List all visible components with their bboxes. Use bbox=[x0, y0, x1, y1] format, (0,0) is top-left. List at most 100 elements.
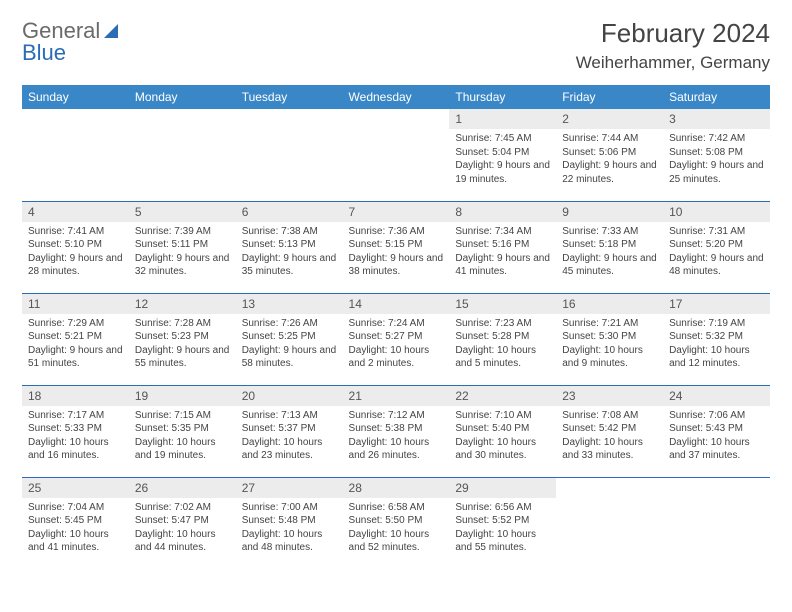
day-number: 16 bbox=[556, 294, 663, 314]
calendar-cell: 23Sunrise: 7:08 AMSunset: 5:42 PMDayligh… bbox=[556, 385, 663, 477]
day-number: 18 bbox=[22, 386, 129, 406]
day-content: Sunrise: 7:33 AMSunset: 5:18 PMDaylight:… bbox=[556, 222, 663, 285]
calendar-cell: 26Sunrise: 7:02 AMSunset: 5:47 PMDayligh… bbox=[129, 477, 236, 569]
day-number: 7 bbox=[343, 202, 450, 222]
day-content: Sunrise: 7:00 AMSunset: 5:48 PMDaylight:… bbox=[236, 498, 343, 561]
day-content: Sunrise: 7:45 AMSunset: 5:04 PMDaylight:… bbox=[449, 129, 556, 192]
day-number: 22 bbox=[449, 386, 556, 406]
day-content: Sunrise: 7:12 AMSunset: 5:38 PMDaylight:… bbox=[343, 406, 450, 469]
calendar-cell-empty bbox=[22, 109, 129, 201]
calendar-row: 25Sunrise: 7:04 AMSunset: 5:45 PMDayligh… bbox=[22, 477, 770, 569]
calendar-cell: 10Sunrise: 7:31 AMSunset: 5:20 PMDayligh… bbox=[663, 201, 770, 293]
day-number: 1 bbox=[449, 109, 556, 129]
day-content: Sunrise: 7:13 AMSunset: 5:37 PMDaylight:… bbox=[236, 406, 343, 469]
calendar-row: 18Sunrise: 7:17 AMSunset: 5:33 PMDayligh… bbox=[22, 385, 770, 477]
day-number: 5 bbox=[129, 202, 236, 222]
calendar-cell: 13Sunrise: 7:26 AMSunset: 5:25 PMDayligh… bbox=[236, 293, 343, 385]
page-title: February 2024 bbox=[576, 18, 770, 49]
day-number: 6 bbox=[236, 202, 343, 222]
calendar-cell: 24Sunrise: 7:06 AMSunset: 5:43 PMDayligh… bbox=[663, 385, 770, 477]
calendar-cell: 14Sunrise: 7:24 AMSunset: 5:27 PMDayligh… bbox=[343, 293, 450, 385]
day-content: Sunrise: 7:06 AMSunset: 5:43 PMDaylight:… bbox=[663, 406, 770, 469]
day-content: Sunrise: 7:31 AMSunset: 5:20 PMDaylight:… bbox=[663, 222, 770, 285]
day-number: 10 bbox=[663, 202, 770, 222]
day-number: 17 bbox=[663, 294, 770, 314]
calendar-cell: 4Sunrise: 7:41 AMSunset: 5:10 PMDaylight… bbox=[22, 201, 129, 293]
day-number: 25 bbox=[22, 478, 129, 498]
calendar-row: 11Sunrise: 7:29 AMSunset: 5:21 PMDayligh… bbox=[22, 293, 770, 385]
calendar-cell: 29Sunrise: 6:56 AMSunset: 5:52 PMDayligh… bbox=[449, 477, 556, 569]
calendar-cell-empty bbox=[129, 109, 236, 201]
day-content: Sunrise: 7:19 AMSunset: 5:32 PMDaylight:… bbox=[663, 314, 770, 377]
logo-sail-icon bbox=[104, 24, 118, 38]
calendar-cell: 15Sunrise: 7:23 AMSunset: 5:28 PMDayligh… bbox=[449, 293, 556, 385]
calendar-cell-empty bbox=[663, 477, 770, 569]
day-content: Sunrise: 7:23 AMSunset: 5:28 PMDaylight:… bbox=[449, 314, 556, 377]
header: General Blue February 2024 Weiherhammer,… bbox=[22, 18, 770, 73]
calendar-cell: 8Sunrise: 7:34 AMSunset: 5:16 PMDaylight… bbox=[449, 201, 556, 293]
day-content: Sunrise: 7:04 AMSunset: 5:45 PMDaylight:… bbox=[22, 498, 129, 561]
day-content: Sunrise: 7:41 AMSunset: 5:10 PMDaylight:… bbox=[22, 222, 129, 285]
day-content: Sunrise: 7:21 AMSunset: 5:30 PMDaylight:… bbox=[556, 314, 663, 377]
day-content: Sunrise: 7:10 AMSunset: 5:40 PMDaylight:… bbox=[449, 406, 556, 469]
weekday-header: Friday bbox=[556, 85, 663, 109]
calendar-cell: 7Sunrise: 7:36 AMSunset: 5:15 PMDaylight… bbox=[343, 201, 450, 293]
day-content: Sunrise: 7:26 AMSunset: 5:25 PMDaylight:… bbox=[236, 314, 343, 377]
calendar-cell: 22Sunrise: 7:10 AMSunset: 5:40 PMDayligh… bbox=[449, 385, 556, 477]
calendar-table: SundayMondayTuesdayWednesdayThursdayFrid… bbox=[22, 85, 770, 569]
day-content: Sunrise: 7:17 AMSunset: 5:33 PMDaylight:… bbox=[22, 406, 129, 469]
calendar-cell: 18Sunrise: 7:17 AMSunset: 5:33 PMDayligh… bbox=[22, 385, 129, 477]
day-number: 24 bbox=[663, 386, 770, 406]
calendar-cell: 20Sunrise: 7:13 AMSunset: 5:37 PMDayligh… bbox=[236, 385, 343, 477]
calendar-cell: 16Sunrise: 7:21 AMSunset: 5:30 PMDayligh… bbox=[556, 293, 663, 385]
day-number: 3 bbox=[663, 109, 770, 129]
day-number: 21 bbox=[343, 386, 450, 406]
calendar-cell: 17Sunrise: 7:19 AMSunset: 5:32 PMDayligh… bbox=[663, 293, 770, 385]
day-number: 12 bbox=[129, 294, 236, 314]
day-number: 13 bbox=[236, 294, 343, 314]
calendar-cell: 21Sunrise: 7:12 AMSunset: 5:38 PMDayligh… bbox=[343, 385, 450, 477]
calendar-cell: 1Sunrise: 7:45 AMSunset: 5:04 PMDaylight… bbox=[449, 109, 556, 201]
day-number: 15 bbox=[449, 294, 556, 314]
calendar-cell: 9Sunrise: 7:33 AMSunset: 5:18 PMDaylight… bbox=[556, 201, 663, 293]
day-content: Sunrise: 7:42 AMSunset: 5:08 PMDaylight:… bbox=[663, 129, 770, 192]
day-content: Sunrise: 7:24 AMSunset: 5:27 PMDaylight:… bbox=[343, 314, 450, 377]
calendar-cell: 27Sunrise: 7:00 AMSunset: 5:48 PMDayligh… bbox=[236, 477, 343, 569]
day-number: 8 bbox=[449, 202, 556, 222]
calendar-cell: 5Sunrise: 7:39 AMSunset: 5:11 PMDaylight… bbox=[129, 201, 236, 293]
calendar-cell-empty bbox=[236, 109, 343, 201]
day-content: Sunrise: 6:56 AMSunset: 5:52 PMDaylight:… bbox=[449, 498, 556, 561]
calendar-cell: 11Sunrise: 7:29 AMSunset: 5:21 PMDayligh… bbox=[22, 293, 129, 385]
day-content: Sunrise: 7:08 AMSunset: 5:42 PMDaylight:… bbox=[556, 406, 663, 469]
day-number: 28 bbox=[343, 478, 450, 498]
logo-text-blue: Blue bbox=[22, 40, 66, 66]
day-content: Sunrise: 7:34 AMSunset: 5:16 PMDaylight:… bbox=[449, 222, 556, 285]
day-content: Sunrise: 7:44 AMSunset: 5:06 PMDaylight:… bbox=[556, 129, 663, 192]
calendar-row: 4Sunrise: 7:41 AMSunset: 5:10 PMDaylight… bbox=[22, 201, 770, 293]
calendar-cell: 12Sunrise: 7:28 AMSunset: 5:23 PMDayligh… bbox=[129, 293, 236, 385]
day-number: 14 bbox=[343, 294, 450, 314]
day-content: Sunrise: 7:36 AMSunset: 5:15 PMDaylight:… bbox=[343, 222, 450, 285]
calendar-cell: 25Sunrise: 7:04 AMSunset: 5:45 PMDayligh… bbox=[22, 477, 129, 569]
title-block: February 2024 Weiherhammer, Germany bbox=[576, 18, 770, 73]
day-content: Sunrise: 7:28 AMSunset: 5:23 PMDaylight:… bbox=[129, 314, 236, 377]
calendar-row: 1Sunrise: 7:45 AMSunset: 5:04 PMDaylight… bbox=[22, 109, 770, 201]
day-number: 9 bbox=[556, 202, 663, 222]
location-label: Weiherhammer, Germany bbox=[576, 53, 770, 73]
calendar-cell-empty bbox=[556, 477, 663, 569]
day-content: Sunrise: 7:15 AMSunset: 5:35 PMDaylight:… bbox=[129, 406, 236, 469]
weekday-header: Sunday bbox=[22, 85, 129, 109]
day-content: Sunrise: 6:58 AMSunset: 5:50 PMDaylight:… bbox=[343, 498, 450, 561]
day-number: 29 bbox=[449, 478, 556, 498]
weekday-header: Tuesday bbox=[236, 85, 343, 109]
calendar-cell: 3Sunrise: 7:42 AMSunset: 5:08 PMDaylight… bbox=[663, 109, 770, 201]
calendar-cell: 19Sunrise: 7:15 AMSunset: 5:35 PMDayligh… bbox=[129, 385, 236, 477]
calendar-cell: 6Sunrise: 7:38 AMSunset: 5:13 PMDaylight… bbox=[236, 201, 343, 293]
weekday-header: Wednesday bbox=[343, 85, 450, 109]
day-number: 11 bbox=[22, 294, 129, 314]
day-number: 4 bbox=[22, 202, 129, 222]
day-content: Sunrise: 7:02 AMSunset: 5:47 PMDaylight:… bbox=[129, 498, 236, 561]
calendar-cell: 28Sunrise: 6:58 AMSunset: 5:50 PMDayligh… bbox=[343, 477, 450, 569]
calendar-cell: 2Sunrise: 7:44 AMSunset: 5:06 PMDaylight… bbox=[556, 109, 663, 201]
weekday-header: Monday bbox=[129, 85, 236, 109]
